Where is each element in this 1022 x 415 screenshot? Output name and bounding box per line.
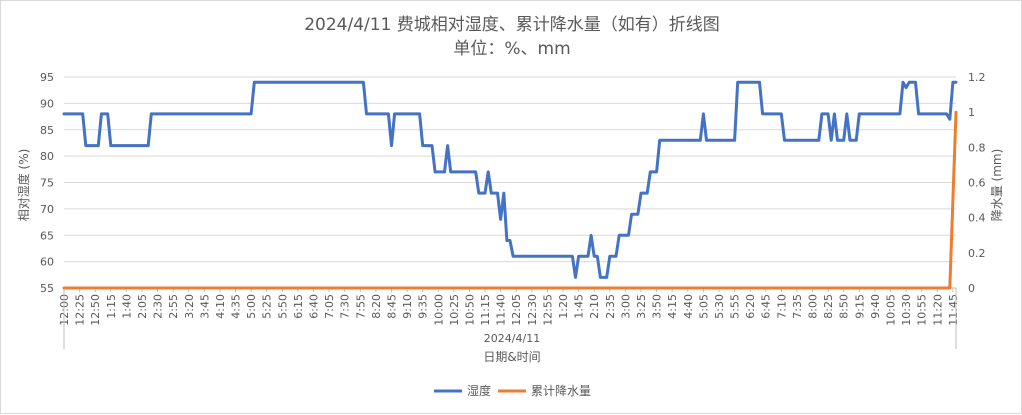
right-y-axis-title: 降水量 (mm): [990, 149, 1004, 222]
x-tick-label: 5:05: [697, 294, 710, 319]
x-tick-label: 2:30: [152, 294, 165, 319]
right-y-tick-label: 0.2: [968, 247, 986, 260]
x-tick-label: 9:40: [869, 294, 882, 319]
chart-subtitle: 单位：%、mm: [453, 39, 570, 59]
left-y-axis-ticks: 55 60 65 70 75 80 85 90 95: [40, 71, 54, 295]
right-y-tick-label: 0.6: [968, 177, 986, 190]
right-y-tick-label: 1: [968, 106, 975, 119]
left-y-tick-label: 55: [40, 282, 54, 295]
x-tick-label: 7:55: [354, 294, 367, 319]
x-tick-label: 9:35: [417, 294, 430, 319]
x-tick-label: 9:10: [401, 294, 414, 319]
x-tick-label: 4:35: [230, 294, 243, 319]
x-tick-label: 3:20: [183, 294, 196, 319]
x-tick-label: 6:45: [760, 294, 773, 319]
x-tick-label: 10:50: [463, 294, 476, 326]
right-y-axis-ticks: 0 0.2 0.4 0.6 0.8 1 1.2: [968, 71, 986, 295]
x-tick-label: 3:00: [619, 294, 632, 319]
x-axis-group-label: 2024/4/11: [484, 332, 540, 345]
legend: 湿度 累计降水量: [434, 383, 591, 398]
x-tick-label: 6:15: [292, 294, 305, 319]
series-line-1: [62, 110, 958, 290]
left-y-tick-label: 65: [40, 229, 54, 242]
legend-label: 湿度: [467, 383, 491, 398]
x-tick-label: 12:05: [510, 294, 523, 326]
x-tick-label: 2:55: [167, 294, 180, 319]
x-tick-label: 10:30: [900, 294, 913, 326]
x-tick-label: 4:15: [666, 294, 679, 319]
legend-label: 累计降水量: [531, 384, 591, 398]
left-y-tick-label: 60: [40, 256, 54, 269]
x-tick-label: 2:10: [588, 294, 601, 319]
x-tick-label: 7:05: [323, 294, 336, 319]
right-y-tick-label: 0.4: [968, 212, 986, 225]
x-tick-label: 5:00: [245, 294, 258, 319]
x-tick-label: 10:25: [448, 294, 461, 326]
left-y-tick-label: 95: [40, 71, 54, 84]
x-tick-label: 3:50: [651, 294, 664, 319]
x-tick-label: 11:20: [931, 294, 944, 326]
x-tick-label: 8:00: [807, 294, 820, 319]
x-axis-title: 日期&时间: [483, 350, 540, 364]
x-tick-label: 6:20: [744, 294, 757, 319]
x-tick-label: 2:35: [604, 294, 617, 319]
chart-title: 2024/4/11 费城相对湿度、累计降水量（如有）折线图: [304, 15, 720, 35]
left-y-tick-label: 85: [40, 124, 54, 137]
x-tick-label: 11:40: [495, 294, 508, 326]
x-tick-label: 1:45: [573, 294, 586, 319]
right-y-tick-label: 1.2: [968, 71, 986, 84]
x-tick-label: 1:20: [557, 294, 570, 319]
left-y-tick-label: 80: [40, 150, 54, 163]
x-tick-label: 8:45: [385, 294, 398, 319]
x-tick-label: 5:30: [713, 294, 726, 319]
x-tick-label: 10:05: [885, 294, 898, 326]
left-y-tick-label: 90: [40, 97, 54, 110]
x-tick-label: 5:25: [261, 294, 274, 319]
x-tick-label: 8:20: [370, 294, 383, 319]
x-tick-label: 4:40: [682, 294, 695, 319]
x-axis-ticks: 12:0012:2512:501:151:402:052:302:553:203…: [58, 287, 960, 349]
left-y-axis-title: 相对湿度 (%): [16, 149, 31, 222]
x-tick-label: 6:40: [308, 294, 321, 319]
x-tick-label: 7:35: [791, 294, 804, 319]
left-y-tick-label: 75: [40, 177, 54, 190]
x-tick-label: 12:50: [89, 294, 102, 326]
x-tick-label: 9:15: [853, 294, 866, 319]
x-tick-label: 8:25: [822, 294, 835, 319]
left-y-tick-label: 70: [40, 203, 54, 216]
x-tick-label: 8:50: [838, 294, 851, 319]
x-tick-label: 5:55: [729, 294, 742, 319]
x-tick-label: 3:45: [198, 294, 211, 319]
right-y-tick-label: 0: [968, 282, 975, 295]
x-tick-label: 7:30: [339, 294, 352, 319]
x-tick-label: 2:05: [136, 294, 149, 319]
x-tick-label: 4:10: [214, 294, 227, 319]
x-tick-label: 3:25: [635, 294, 648, 319]
x-tick-label: 12:55: [541, 294, 554, 326]
series-lines: [62, 80, 958, 290]
x-tick-label: 10:00: [432, 294, 445, 326]
x-tick-label: 11:15: [479, 294, 492, 326]
x-tick-label: 7:10: [775, 294, 788, 319]
x-tick-label: 1:15: [105, 294, 118, 319]
x-tick-label: 10:55: [916, 294, 929, 326]
x-tick-label: 12:30: [526, 294, 539, 326]
right-y-tick-label: 0.8: [968, 141, 986, 154]
x-tick-label: 12:25: [74, 294, 87, 326]
x-tick-label: 11:45: [947, 294, 960, 326]
x-tick-label: 5:50: [276, 294, 289, 319]
gridlines: [64, 76, 956, 289]
x-tick-label: 1:40: [120, 294, 133, 319]
series-line-0: [62, 80, 958, 279]
